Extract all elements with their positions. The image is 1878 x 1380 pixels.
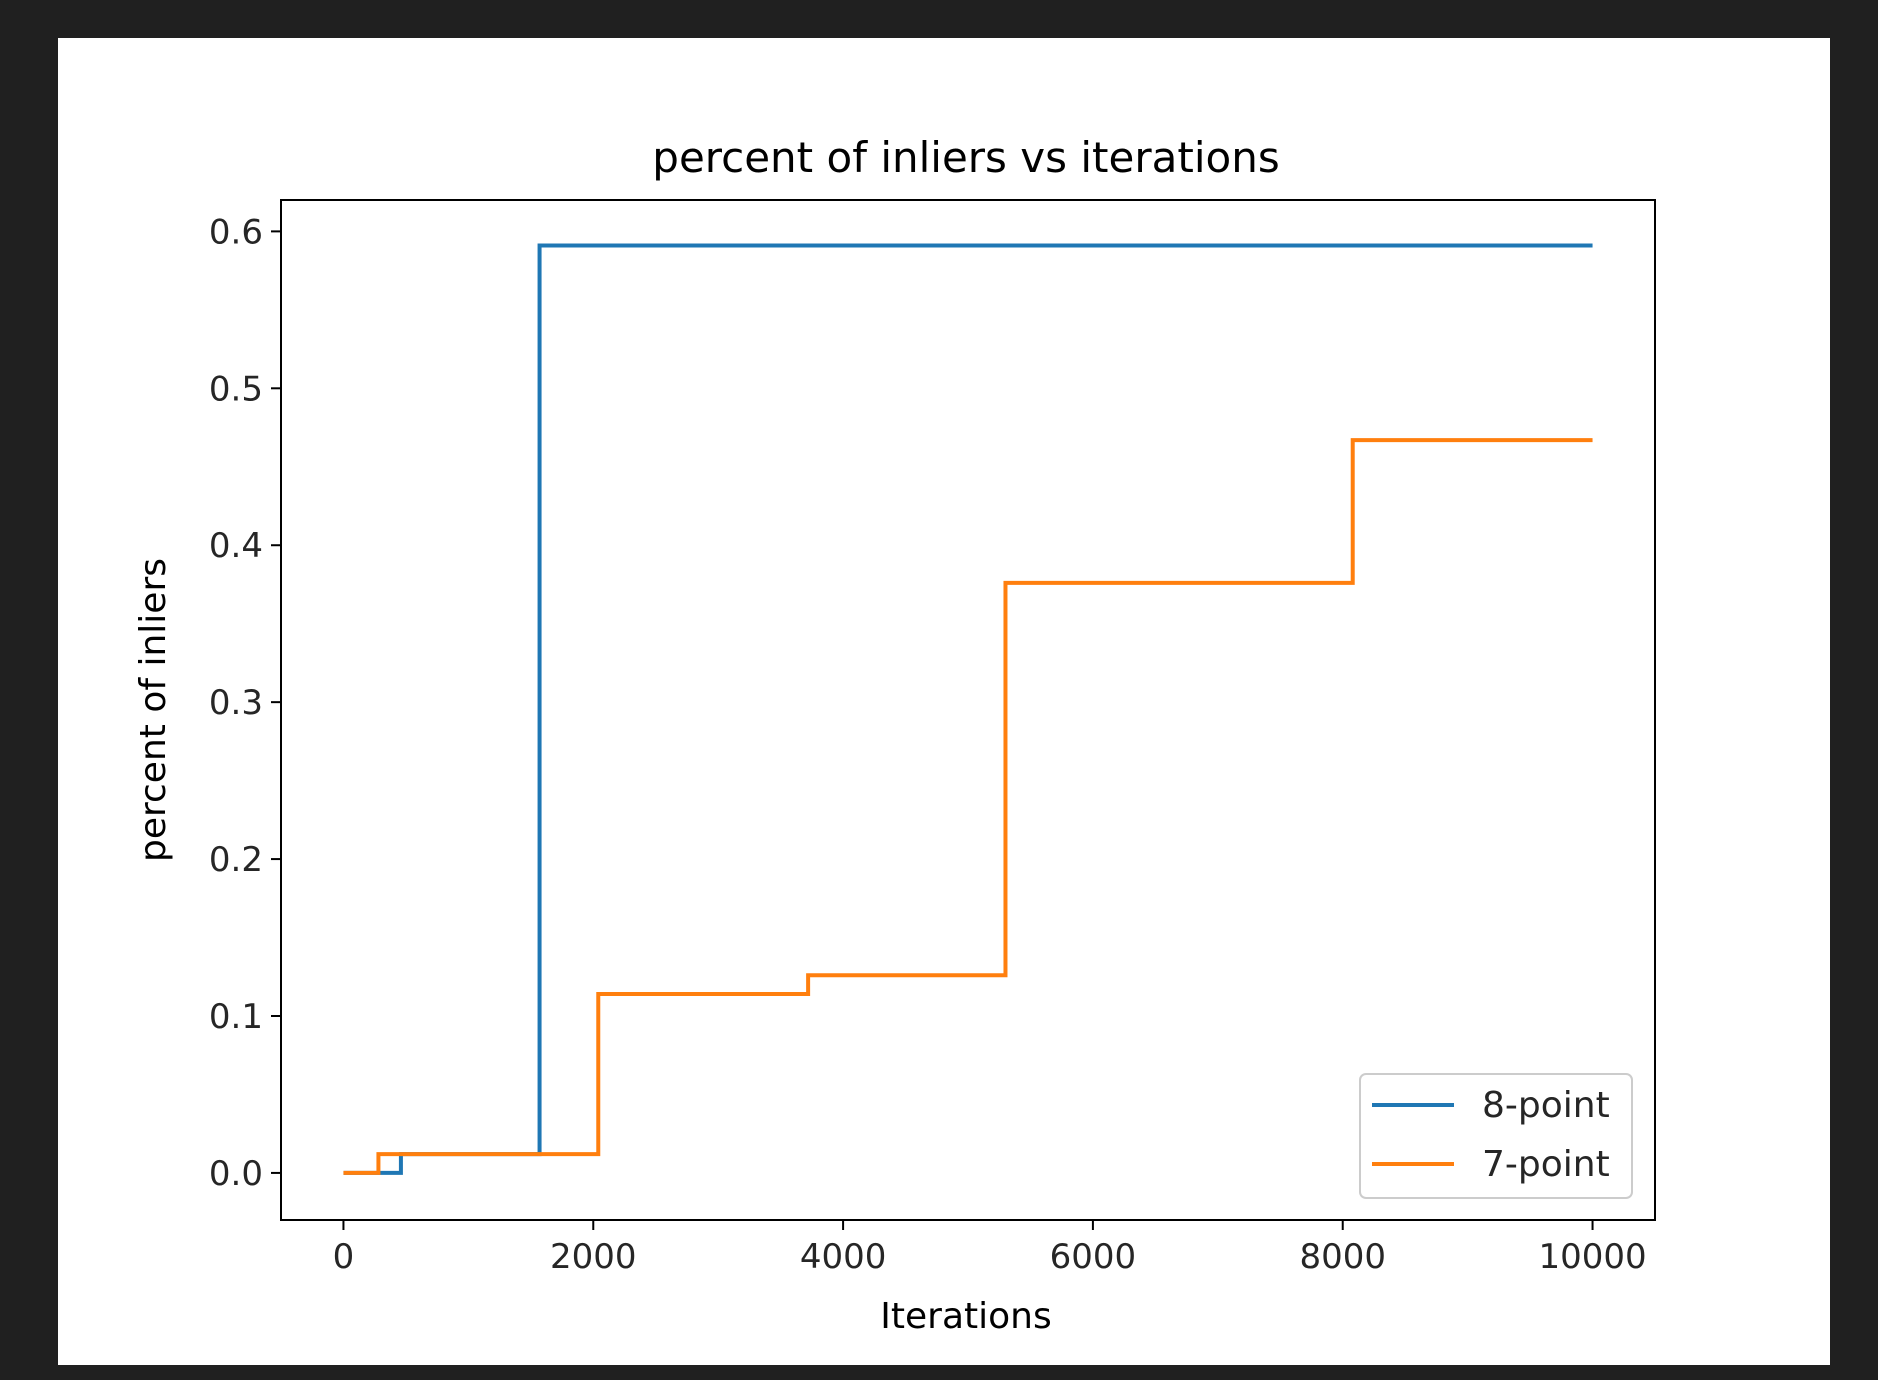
y-axis-label: percent of inliers xyxy=(133,558,174,862)
plot-frame xyxy=(280,199,1656,1221)
x-axis-ticks: 0 2000 4000 6000 8000 10000 xyxy=(333,1220,1647,1277)
x-axis-label: Iterations xyxy=(880,1296,1051,1337)
x-tick-label: 6000 xyxy=(1050,1237,1137,1277)
y-tick-label: 0.1 xyxy=(209,997,263,1037)
x-tick-label: 10000 xyxy=(1538,1237,1646,1277)
legend-label: 8-point xyxy=(1482,1085,1610,1126)
x-tick-label: 0 xyxy=(333,1237,355,1277)
y-axis-ticks: 0.0 0.1 0.2 0.3 0.4 0.5 0.6 xyxy=(209,212,281,1194)
y-tick-label: 0.6 xyxy=(209,212,263,252)
x-tick-label: 8000 xyxy=(1299,1237,1386,1277)
y-tick-label: 0.2 xyxy=(209,840,263,880)
series-layer xyxy=(343,243,1593,1175)
y-tick-label: 0.0 xyxy=(209,1154,263,1194)
legend: 8-point 7-point xyxy=(1359,1073,1633,1199)
chart-title: percent of inliers vs iterations xyxy=(652,133,1279,182)
series-line-2 xyxy=(343,438,1593,1175)
x-tick-label: 4000 xyxy=(800,1237,887,1277)
legend-label: 7-point xyxy=(1482,1144,1610,1185)
legend-entries: 8-point 7-point xyxy=(1372,1085,1610,1185)
y-tick-label: 0.3 xyxy=(209,683,263,723)
y-tick-label: 0.4 xyxy=(209,526,263,566)
x-tick-label: 2000 xyxy=(550,1237,637,1277)
series-line-1 xyxy=(343,243,1593,1175)
y-tick-label: 0.5 xyxy=(209,369,263,409)
